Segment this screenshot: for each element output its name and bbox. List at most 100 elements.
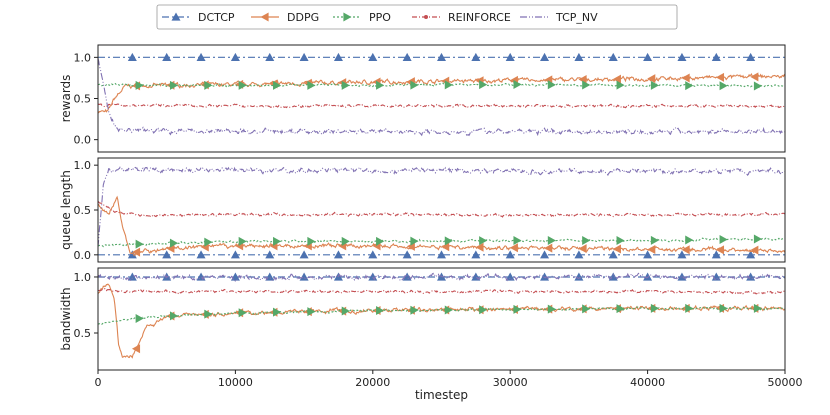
- x-tick-label: 40000: [630, 376, 665, 389]
- marker-ppo: [135, 80, 144, 90]
- legend-label: PPO: [369, 11, 391, 24]
- marker-ppo: [238, 308, 247, 318]
- marker-ppo: [547, 235, 556, 245]
- series-line-reinforce: [98, 287, 785, 295]
- marker-dctcp: [574, 250, 584, 259]
- marker-ppo: [410, 305, 419, 315]
- marker-ppo: [685, 235, 694, 245]
- marker-dctcp: [162, 52, 172, 61]
- marker-dctcp: [437, 52, 446, 61]
- marker-ppo: [204, 237, 213, 247]
- marker-ppo: [616, 235, 625, 245]
- marker-ppo: [169, 80, 179, 90]
- marker-ppo: [444, 80, 453, 90]
- series-group: [98, 52, 785, 137]
- marker-ddpg: [509, 243, 518, 253]
- marker-ddpg: [681, 73, 690, 83]
- x-tick-label: 0: [95, 376, 102, 389]
- marker-ppo: [685, 303, 694, 313]
- legend-entry-ddpg: DDPG: [251, 11, 319, 24]
- legend-entry-dctcp: DCTCP: [162, 11, 235, 24]
- marker-dctcp: [608, 52, 618, 61]
- x-tick-label: 20000: [355, 376, 390, 389]
- marker-ppo: [444, 236, 453, 246]
- marker-ppo: [135, 313, 144, 323]
- x-tick-label: 30000: [493, 376, 528, 389]
- marker-dctcp: [540, 250, 550, 259]
- marker-dctcp: [505, 250, 515, 259]
- series-line-reinforce: [98, 102, 785, 109]
- marker-dctcp: [643, 250, 653, 259]
- marker-ppo: [616, 80, 625, 90]
- marker-dctcp: [746, 272, 756, 281]
- marker-ppo: [479, 236, 488, 246]
- marker-ppo: [719, 234, 728, 244]
- marker-dctcp: [677, 52, 687, 61]
- y-tick-label: 0.5: [74, 93, 92, 106]
- marker-dctcp: [196, 52, 206, 61]
- marker-ppo: [650, 80, 659, 90]
- marker-ppo: [410, 80, 419, 90]
- marker-dctcp: [333, 250, 343, 259]
- marker-ppo: [444, 305, 453, 315]
- marker-dctcp: [299, 272, 309, 281]
- marker-ppo: [376, 306, 385, 316]
- marker-dctcp: [402, 272, 412, 281]
- legend-entry-reinforce: REINFORCE: [412, 11, 511, 24]
- y-axis-label: rewards: [59, 75, 73, 123]
- series-line-ppo: [98, 237, 785, 248]
- marker-dctcp: [437, 250, 446, 259]
- marker-dctcp: [505, 272, 515, 281]
- marker-ppo: [135, 239, 144, 249]
- legend-marker: [424, 15, 428, 19]
- marker-ppo: [582, 80, 591, 90]
- marker-ppo: [513, 80, 522, 90]
- marker-ppo: [307, 80, 316, 90]
- marker-ppo: [513, 235, 522, 245]
- series-group: [98, 272, 785, 359]
- marker-dctcp: [574, 52, 584, 61]
- marker-ppo: [376, 80, 385, 90]
- legend-marker: [343, 12, 352, 22]
- marker-dctcp: [230, 250, 240, 259]
- marker-dctcp: [471, 52, 481, 61]
- legend-label: DCTCP: [198, 11, 235, 24]
- y-tick-label: 0.0: [74, 249, 92, 262]
- marker-ppo: [307, 236, 316, 246]
- marker-dctcp: [643, 52, 653, 61]
- marker-ppo: [685, 81, 694, 91]
- marker-ppo: [238, 80, 247, 90]
- y-axis-label: bandwidth: [59, 287, 73, 350]
- marker-ddpg: [750, 245, 759, 255]
- legend-label: REINFORCE: [448, 11, 511, 24]
- marker-ddpg: [681, 245, 690, 255]
- plot-frame: [97, 44, 786, 153]
- marker-dctcp: [746, 52, 756, 61]
- y-tick-label: 0.5: [74, 204, 92, 217]
- marker-ppo: [479, 305, 488, 315]
- marker-ppo: [616, 304, 625, 314]
- marker-dctcp: [540, 272, 550, 281]
- marker-dctcp: [127, 52, 137, 61]
- marker-ddpg: [475, 242, 484, 252]
- marker-ppo: [650, 303, 659, 313]
- marker-ppo: [753, 81, 763, 91]
- marker-ddpg: [131, 247, 141, 257]
- marker-ddpg: [544, 243, 553, 253]
- marker-ppo: [307, 307, 316, 317]
- marker-dctcp: [127, 272, 137, 281]
- marker-dctcp: [402, 52, 412, 61]
- marker-ddpg: [578, 244, 587, 254]
- marker-dctcp: [299, 52, 309, 61]
- marker-dctcp: [127, 250, 137, 259]
- marker-ppo: [582, 304, 591, 314]
- x-tick-label: 10000: [218, 376, 253, 389]
- marker-ppo: [376, 236, 385, 246]
- marker-dctcp: [746, 250, 756, 259]
- marker-ppo: [169, 311, 179, 321]
- marker-ppo: [238, 236, 247, 246]
